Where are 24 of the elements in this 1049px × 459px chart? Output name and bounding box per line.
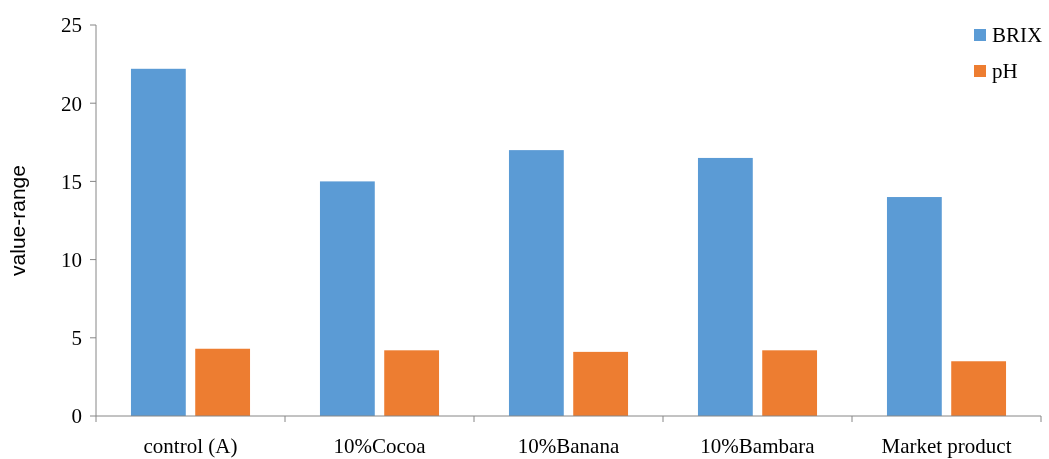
y-tick-label: 20 (61, 91, 82, 116)
bar (762, 350, 818, 416)
y-tick-label: 15 (61, 169, 82, 194)
x-tick-label: 10%Banana (517, 434, 620, 458)
x-tick-label: control (A) (143, 434, 238, 458)
y-tick-label: 25 (61, 13, 82, 38)
bar (195, 348, 251, 416)
x-tick-label: 10%Cocoa (333, 434, 427, 458)
bar (697, 157, 753, 416)
y-axis-title: value-range (6, 165, 29, 276)
x-tick-label: Market product (881, 434, 1012, 458)
bar (319, 181, 375, 416)
y-tick-label: 10 (61, 247, 82, 272)
y-tick-label: 0 (71, 404, 82, 429)
legend-label: BRIX (992, 23, 1043, 48)
bar (130, 68, 186, 416)
bar (508, 150, 564, 416)
x-tick-label: 10%Bambara (700, 434, 816, 458)
bar (951, 361, 1007, 416)
y-tick-label: 5 (71, 326, 82, 351)
legend-label: pH (992, 59, 1018, 84)
bar (573, 351, 629, 416)
bar (384, 350, 440, 416)
bar (886, 197, 942, 416)
